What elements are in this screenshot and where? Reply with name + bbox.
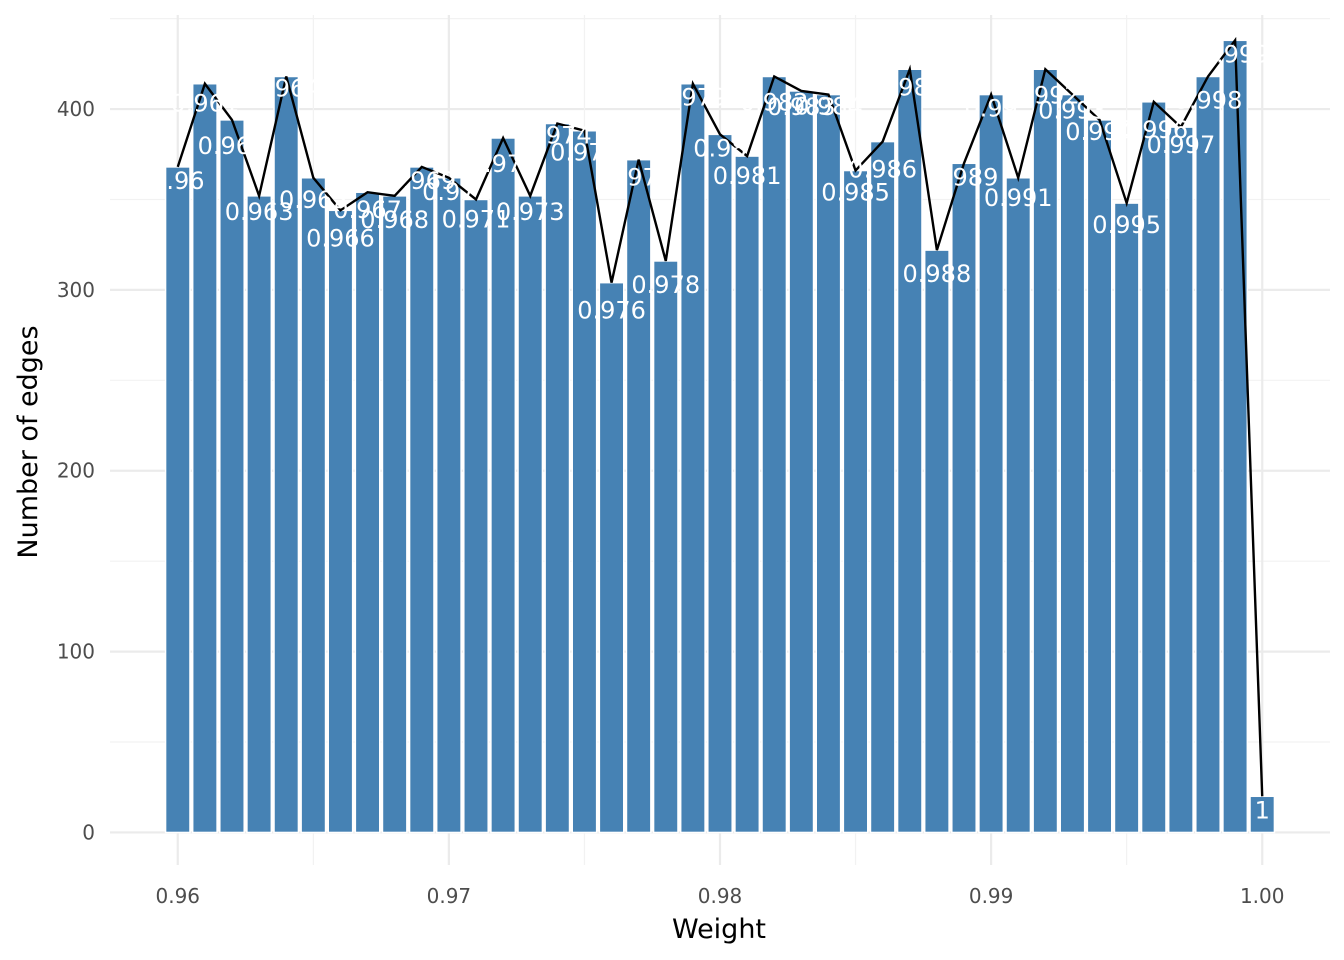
bars <box>164 39 1276 834</box>
x-tick-label: 0.98 <box>698 884 743 908</box>
bar-value-label: 0.986 <box>848 156 917 184</box>
bar <box>788 90 815 834</box>
y-tick-label: 300 <box>57 278 95 302</box>
bar-value-label: 0.963 <box>225 198 294 226</box>
bar-value-label: 0.996 <box>1119 116 1188 144</box>
y-tick-label: 0 <box>82 820 95 844</box>
bar <box>707 133 733 834</box>
y-axis-tick-labels: 0 100 200 300 400 <box>57 97 95 844</box>
bar-value-label: 0.979 <box>659 84 728 112</box>
bar <box>435 177 462 834</box>
bar-value-label: 0.98 <box>693 134 746 162</box>
bar <box>1249 795 1276 834</box>
bar-value-label: 0.99 <box>964 95 1017 123</box>
trend-line-layer <box>176 36 1264 797</box>
bar <box>625 158 652 834</box>
y-tick-label: 100 <box>57 640 95 664</box>
bar-value-label: 0.991 <box>984 184 1053 212</box>
bar <box>164 166 191 834</box>
bar <box>1059 93 1086 834</box>
bar <box>734 155 761 834</box>
bar <box>408 166 435 834</box>
x-tick-label: 0.97 <box>427 884 472 908</box>
bar-value-label: 0.961 <box>171 90 240 118</box>
bar <box>463 198 489 834</box>
bar <box>517 195 544 834</box>
bar-value-label: 0.972 <box>469 150 538 178</box>
bar-value-label: 0.973 <box>496 198 565 226</box>
bar <box>191 82 218 834</box>
bar-value-label: 0.992 <box>1011 81 1080 109</box>
y-axis-title: Number of edges <box>13 325 44 558</box>
bar-value-label: 0.998 <box>1174 86 1243 114</box>
bar-value-label: 0.987 <box>875 73 944 101</box>
bar-value-label: 0.975 <box>550 139 619 167</box>
bar-value-label: 0.964 <box>252 74 321 102</box>
bar-value-label: 0.982 <box>740 88 809 116</box>
bar-value-label: 0.974 <box>523 122 592 150</box>
bar <box>381 195 408 834</box>
bar-value-label: 0.984 <box>794 93 863 121</box>
bar-value-label: 0.995 <box>1092 211 1161 239</box>
x-axis-title: Weight <box>672 914 766 945</box>
bar <box>598 281 625 834</box>
bar <box>842 169 869 834</box>
bar <box>652 260 679 834</box>
bar-value-label: 0.997 <box>1147 131 1216 159</box>
bar-value-label: 0.969 <box>387 167 456 195</box>
x-axis-tick-labels: 0.96 0.97 0.98 0.99 1.00 <box>156 884 1285 908</box>
bar-value-label: 0.96 <box>151 167 204 195</box>
bar <box>1005 177 1032 834</box>
bar <box>1222 39 1249 834</box>
bar-value-label: 0.989 <box>930 163 999 191</box>
bar-value-label: 0.988 <box>903 260 972 288</box>
y-tick-label: 400 <box>57 97 95 121</box>
bar-value-label: 0.962 <box>198 132 267 160</box>
bar-value-label: 0.97 <box>422 178 475 206</box>
bar <box>978 93 1005 834</box>
bar <box>273 75 300 834</box>
bar-value-label: 0.993 <box>1038 97 1107 125</box>
bar <box>219 119 245 834</box>
bar-value-label: 0.968 <box>360 206 429 234</box>
bar-value-label: 0.966 <box>306 224 375 252</box>
bar-value-label: 0.965 <box>279 186 348 214</box>
bar-value-label: 0.994 <box>1065 118 1134 146</box>
x-tick-label: 0.99 <box>969 884 1014 908</box>
bar <box>490 137 517 834</box>
bar <box>571 129 598 834</box>
y-tick-label: 200 <box>57 459 95 483</box>
x-tick-label: 1.00 <box>1240 884 1285 908</box>
bar-value-label: 0.977 <box>604 164 673 192</box>
bar <box>1167 126 1194 834</box>
bar <box>544 122 571 834</box>
bar <box>923 249 950 834</box>
bar <box>1195 75 1221 834</box>
bar-value-label: 0.985 <box>821 179 890 207</box>
bar <box>300 177 327 834</box>
x-tick-label: 0.96 <box>156 884 201 908</box>
bar-value-label: 0.967 <box>333 196 402 224</box>
bar <box>896 68 923 834</box>
bar <box>1113 202 1140 834</box>
bar <box>1140 101 1167 834</box>
bar <box>246 195 273 834</box>
bar-value-label: 0.971 <box>442 205 511 233</box>
bar <box>1086 119 1113 834</box>
bar <box>327 209 354 834</box>
trend-line <box>176 36 1264 797</box>
bar-value-label: 0.981 <box>713 162 782 190</box>
bar-value-label: 0.983 <box>767 93 836 121</box>
bar-value-label: 0.978 <box>631 271 700 299</box>
bar-value-label: 0.976 <box>577 297 646 325</box>
bar <box>761 75 788 834</box>
bar <box>679 82 706 834</box>
bar-value-label: 1 <box>1255 796 1270 824</box>
bar-value-label: 0.999 <box>1201 40 1270 68</box>
bar <box>354 191 381 834</box>
bar-value-labels: 0.960.9610.9620.9630.9640.9650.9660.9670… <box>151 40 1270 824</box>
bar <box>869 140 896 834</box>
